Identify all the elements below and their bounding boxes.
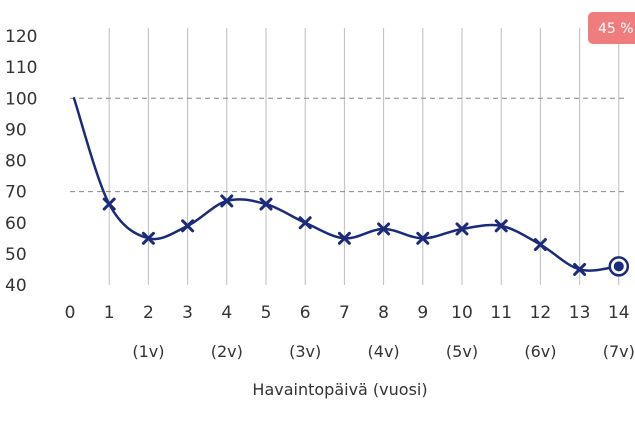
x-tick-8: 8	[378, 303, 389, 323]
x-tick-1: 1	[104, 303, 115, 323]
grid-lines	[108, 28, 620, 285]
series-line-path	[72, 97, 621, 272]
marker-x-13	[573, 262, 587, 276]
marker-dot-14	[613, 261, 624, 272]
y-tick-40: 40	[5, 276, 27, 296]
marker-x-4	[220, 194, 234, 208]
x-year-label-12: (6v)	[524, 342, 556, 361]
x-tick-10: 10	[451, 303, 473, 323]
y-tick-70: 70	[5, 183, 27, 203]
marker-x-6	[298, 216, 312, 230]
x-tick-13: 13	[569, 303, 591, 323]
y-tick-50: 50	[5, 245, 27, 265]
x-year-labels: (1v) (2v) (3v) (4v) (5v) (6v) (7v)	[132, 342, 635, 361]
y-tick-labels: 40 50 60 70 80 90 100 110 120	[5, 27, 37, 296]
data-markers	[102, 194, 630, 277]
percent-badge-background	[588, 12, 635, 44]
x-year-label-6: (3v)	[289, 342, 321, 361]
x-axis-label: Havaintopäivä (vuosi)	[252, 380, 427, 399]
y-tick-120: 120	[5, 27, 37, 47]
x-tick-9: 9	[417, 303, 428, 323]
x-tick-2: 2	[143, 303, 154, 323]
marker-x-11	[494, 219, 508, 233]
y-tick-80: 80	[5, 152, 27, 172]
x-year-label-14: (7v)	[603, 342, 635, 361]
y-tick-110: 110	[5, 58, 37, 78]
x-year-label-2: (1v)	[132, 342, 164, 361]
marker-x-10	[455, 222, 469, 236]
x-tick-0: 0	[65, 303, 76, 323]
reference-lines	[70, 97, 625, 193]
marker-x-12	[533, 238, 547, 252]
y-tick-60: 60	[5, 214, 27, 234]
x-tick-11: 11	[490, 303, 512, 323]
x-tick-12: 12	[530, 303, 552, 323]
marker-x-1	[102, 197, 116, 211]
y-tick-90: 90	[5, 120, 27, 140]
x-tick-7: 7	[339, 303, 350, 323]
x-tick-3: 3	[182, 303, 193, 323]
x-year-label-8: (4v)	[368, 342, 400, 361]
marker-x-8	[377, 222, 391, 236]
x-tick-5: 5	[261, 303, 272, 323]
x-year-label-4: (2v)	[211, 342, 243, 361]
percent-badge: 45 %	[588, 12, 635, 44]
marker-x-3	[181, 219, 195, 233]
y-tick-100: 100	[5, 89, 37, 109]
x-year-label-10: (5v)	[446, 342, 478, 361]
x-tick-4: 4	[221, 303, 232, 323]
percent-badge-text: 45 %	[598, 21, 634, 37]
x-tick-6: 6	[300, 303, 311, 323]
marker-x-2	[141, 231, 155, 245]
series-line	[72, 97, 621, 272]
x-tick-labels: 0 1 2 3 4 5 6 7 8 9 10 11 12 13 14	[65, 303, 630, 323]
x-tick-14: 14	[608, 303, 630, 323]
marker-x-7	[337, 231, 351, 245]
marker-x-9	[416, 231, 430, 245]
marker-x-5	[259, 197, 273, 211]
